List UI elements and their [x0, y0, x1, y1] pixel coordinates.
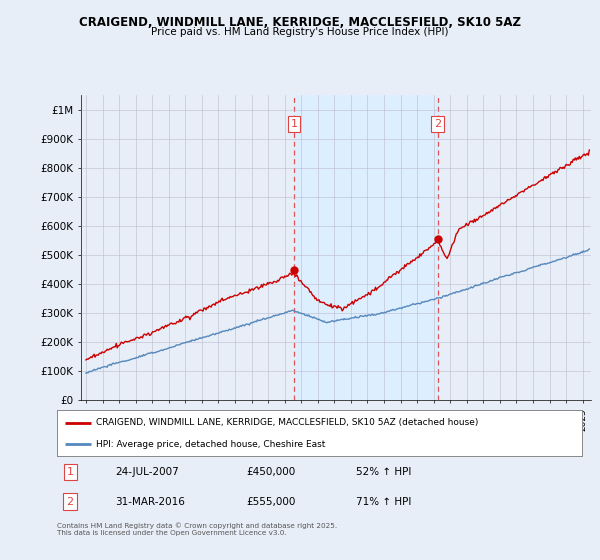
Bar [294, 95, 438, 400]
Text: HPI: Average price, detached house, Cheshire East: HPI: Average price, detached house, Ches… [97, 440, 326, 449]
Text: 1: 1 [290, 119, 298, 129]
Text: 52% ↑ HPI: 52% ↑ HPI [356, 467, 412, 477]
Text: £450,000: £450,000 [246, 467, 295, 477]
Text: 71% ↑ HPI: 71% ↑ HPI [356, 497, 412, 507]
Text: 24-JUL-2007: 24-JUL-2007 [115, 467, 179, 477]
Text: 2: 2 [67, 497, 74, 507]
Text: CRAIGEND, WINDMILL LANE, KERRIDGE, MACCLESFIELD, SK10 5AZ: CRAIGEND, WINDMILL LANE, KERRIDGE, MACCL… [79, 16, 521, 29]
Text: £555,000: £555,000 [246, 497, 295, 507]
Text: 1: 1 [67, 467, 74, 477]
Text: 2: 2 [434, 119, 442, 129]
Text: Contains HM Land Registry data © Crown copyright and database right 2025.
This d: Contains HM Land Registry data © Crown c… [57, 522, 337, 535]
Text: 31-MAR-2016: 31-MAR-2016 [115, 497, 185, 507]
Text: CRAIGEND, WINDMILL LANE, KERRIDGE, MACCLESFIELD, SK10 5AZ (detached house): CRAIGEND, WINDMILL LANE, KERRIDGE, MACCL… [97, 418, 479, 427]
Text: Price paid vs. HM Land Registry's House Price Index (HPI): Price paid vs. HM Land Registry's House … [151, 27, 449, 37]
